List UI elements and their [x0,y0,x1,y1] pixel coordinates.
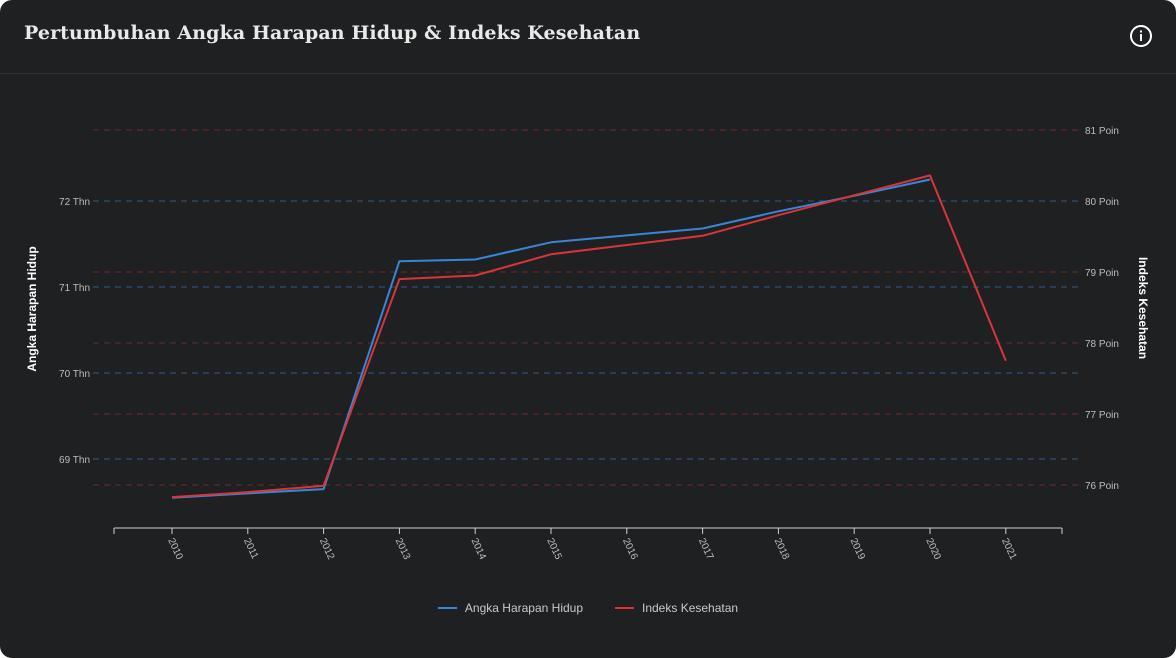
x-tick-label: 2021 [999,537,1019,562]
legend-item-ahh[interactable]: Angka Harapan Hidup [437,601,583,615]
x-tick-label: 2014 [468,537,488,562]
x-tick-label: 2020 [923,537,943,562]
y-left-tick-label: 70 Thn [59,369,90,380]
legend-swatch [615,607,634,609]
y-right-tick-label: 79 Poin [1085,268,1119,279]
info-icon[interactable] [1129,24,1153,48]
line-chart: 2010 2011 2012 2013 2014 2015 2016 2017 2018 2019… [59,126,1119,562]
legend-label: Angka Harapan Hidup [464,601,583,615]
y-right-tick-label: 78 Poin [1085,339,1119,350]
series-line-ik [171,174,1007,499]
series-lines [171,174,1007,499]
right-axis-title: Indeks Kesehatan [1136,256,1150,360]
y-right-tick-label: 81 Poin [1085,126,1119,137]
x-tick-label: 2016 [620,537,640,562]
y-left-tick-label: 71 Thn [59,283,90,294]
grid-lines [93,129,1083,486]
legend-swatch [437,607,457,609]
legend-item-ik[interactable]: Indeks Kesehatan [615,601,738,615]
x-tick-label: 2018 [772,537,792,562]
x-tick-label: 2017 [696,537,716,562]
y-right-tick-label: 80 Poin [1085,197,1119,208]
y-right-tick-label: 76 Poin [1085,481,1119,492]
right-axis-ticks: 76 Poin 77 Poin 78 Poin 79 Poin 80 Poin 81 Po… [1085,126,1119,492]
left-axis-ticks: 69 Thn 70 Thn 71 Thn 72 Thn [59,197,90,466]
chart-title: Pertumbuhan Angka Harapan Hidup & Indeks… [24,22,641,44]
left-axis-title: Angka Harapan Hidup [25,246,39,372]
x-tick-label: 2019 [847,537,867,562]
x-tick-label: 2010 [165,537,185,562]
x-tick-label: 2015 [544,537,564,562]
x-axis: 2010 2011 2012 2013 2014 2015 2016 2017 2018 2019… [113,527,1063,562]
y-left-tick-label: 72 Thn [59,197,90,208]
x-tick-label: 2011 [241,537,260,562]
legend-label: Indeks Kesehatan [642,601,739,615]
y-right-tick-label: 77 Poin [1085,410,1119,421]
chart-legend: Angka Harapan Hidup Indeks Kesehatan [0,600,1176,616]
x-tick-label: 2013 [393,537,413,562]
card-header: Pertumbuhan Angka Harapan Hidup & Indeks… [0,0,1176,74]
series-line-ahh [171,178,931,499]
y-left-tick-label: 69 Thn [59,455,90,466]
x-tick-label: 2012 [317,537,337,562]
